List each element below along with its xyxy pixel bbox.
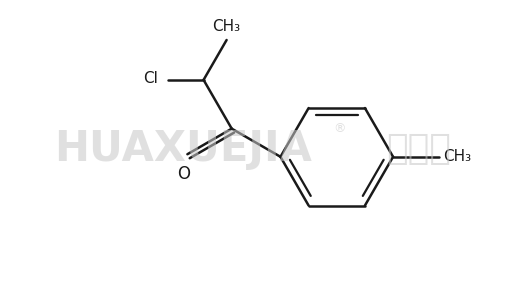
Text: CH₃: CH₃ — [443, 149, 471, 164]
Text: O: O — [177, 166, 190, 183]
Text: CH₃: CH₃ — [213, 19, 241, 34]
Text: 化学加: 化学加 — [386, 132, 451, 166]
Text: ®: ® — [333, 122, 346, 135]
Text: Cl: Cl — [142, 71, 158, 86]
Text: HUAXUEJIA: HUAXUEJIA — [54, 128, 312, 170]
